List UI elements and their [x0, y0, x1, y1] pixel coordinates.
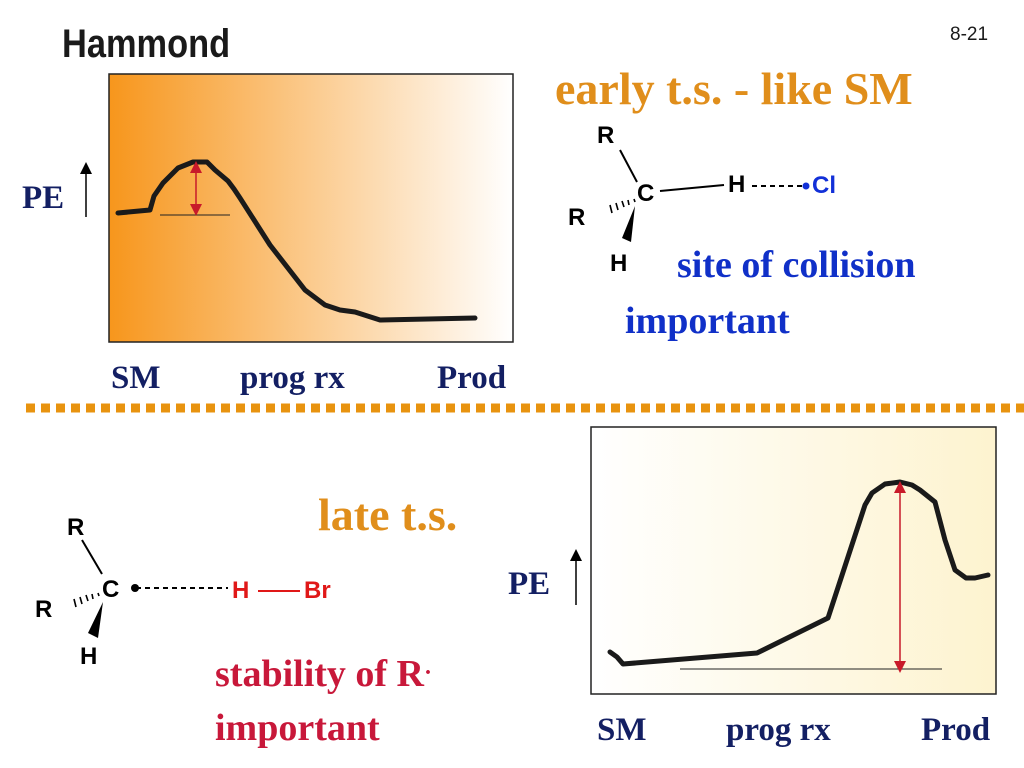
top-x-label-prod: Prod	[437, 360, 507, 396]
bottom-atom-r-left: R	[35, 596, 53, 623]
bottom-note-line2: important	[215, 707, 380, 749]
bottom-x-label-sm: SM	[597, 712, 647, 748]
bottom-atom-r-upper: R	[67, 514, 85, 541]
top-atom-cl: Cl	[812, 172, 836, 199]
bottom-atom-h: H	[232, 577, 250, 604]
top-atom-h-lower: H	[610, 250, 628, 277]
top-plot-frame	[108, 73, 514, 343]
top-note-line2: important	[625, 300, 790, 342]
top-partner-dot	[802, 182, 810, 190]
bottom-atom-h-lower: H	[80, 643, 98, 670]
bottom-bond-r-up	[81, 539, 103, 575]
top-wedge-bond	[622, 206, 635, 242]
top-atom-r-upper: R	[597, 122, 615, 149]
radical-dot-symbol: ·	[424, 660, 433, 686]
top-note-line1: site of collision	[677, 244, 916, 286]
top-hashed-bond	[609, 198, 636, 214]
top-atom-c: C	[637, 180, 655, 207]
top-x-label-prog: prog rx	[240, 360, 345, 396]
top-x-label-sm: SM	[111, 360, 161, 396]
bottom-x-label-prog: prog rx	[726, 712, 831, 748]
top-energy-curve	[115, 159, 478, 323]
top-atom-r-left: R	[568, 204, 586, 231]
bottom-radical-dot	[131, 584, 139, 592]
bottom-note-text: stability of R	[215, 653, 424, 695]
bottom-atom-br: Br	[304, 577, 331, 604]
top-heading: early t.s. - like SM	[555, 63, 913, 114]
bottom-x-label-prod: Prod	[921, 712, 991, 748]
bottom-plot-frame	[590, 426, 997, 695]
slide-number: 8-21	[950, 24, 989, 45]
top-bond-c-h	[659, 184, 725, 192]
bottom-heading: late t.s.	[318, 489, 458, 540]
top-bond-r-up	[619, 149, 638, 183]
bottom-hashed-bond	[73, 592, 100, 608]
bottom-atom-c: C	[102, 576, 120, 603]
bottom-pe-label: PE	[508, 566, 551, 602]
top-atom-h: H	[728, 171, 746, 198]
bottom-wedge-bond	[88, 602, 103, 638]
slide-title: Hammond	[62, 22, 231, 66]
bottom-note-line1: stability of R·	[215, 652, 432, 696]
top-pe-label: PE	[22, 180, 65, 216]
